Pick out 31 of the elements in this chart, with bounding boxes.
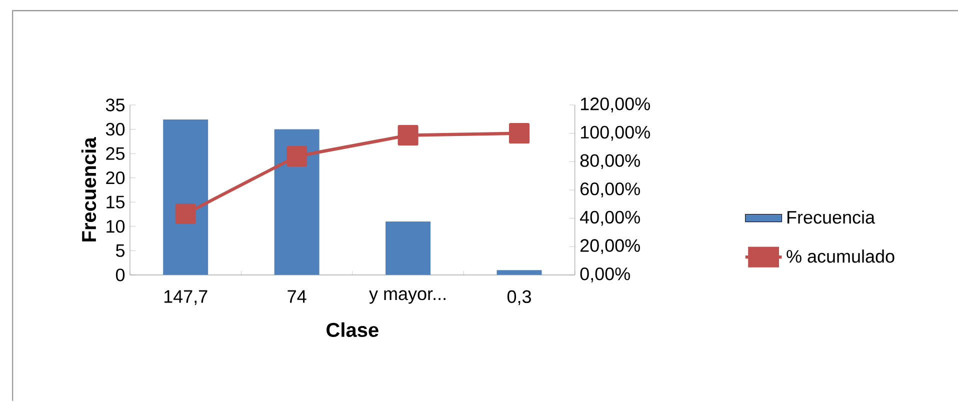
legend-label: Frecuencia (788, 210, 876, 224)
legend-label: % acumulado (786, 250, 894, 263)
point (398, 125, 418, 146)
y-tick-label: 35 (106, 98, 125, 112)
y-tick-label: 30 (106, 122, 125, 136)
x-tick-label: y mayor... (369, 290, 446, 304)
point (509, 123, 530, 144)
bar (386, 222, 431, 275)
y2-tick-label: 20,00% (580, 239, 640, 254)
y2-tick-label: 100,00% (580, 126, 650, 141)
y-tick-label: 20 (106, 171, 125, 184)
bar (163, 120, 208, 275)
y-tick-label: 0 (116, 268, 125, 282)
bar (496, 270, 542, 275)
y-tick-label: 10 (106, 220, 125, 233)
x-axis-title: Clase (326, 322, 378, 338)
y2-tick-label: 40,00% (580, 210, 640, 226)
x-tick-label: 0,3 (507, 290, 531, 306)
y-axis-title: Frecuencia (81, 137, 96, 242)
x-tick-label: 147,7 (164, 290, 208, 306)
y2-tick-label: 120,00% (580, 98, 650, 112)
y-tick-label: 15 (106, 196, 125, 208)
bar (274, 129, 320, 275)
point (286, 146, 308, 167)
y2-tick-label: 0,00% (580, 268, 630, 282)
y2-tick-label: 80,00% (580, 154, 640, 170)
y-tick-label: 5 (116, 244, 125, 257)
point (175, 204, 196, 224)
y2-tick-label: 60,00% (580, 182, 640, 198)
x-tick-label: 74 (288, 290, 306, 303)
y-tick-label: 25 (106, 147, 125, 160)
